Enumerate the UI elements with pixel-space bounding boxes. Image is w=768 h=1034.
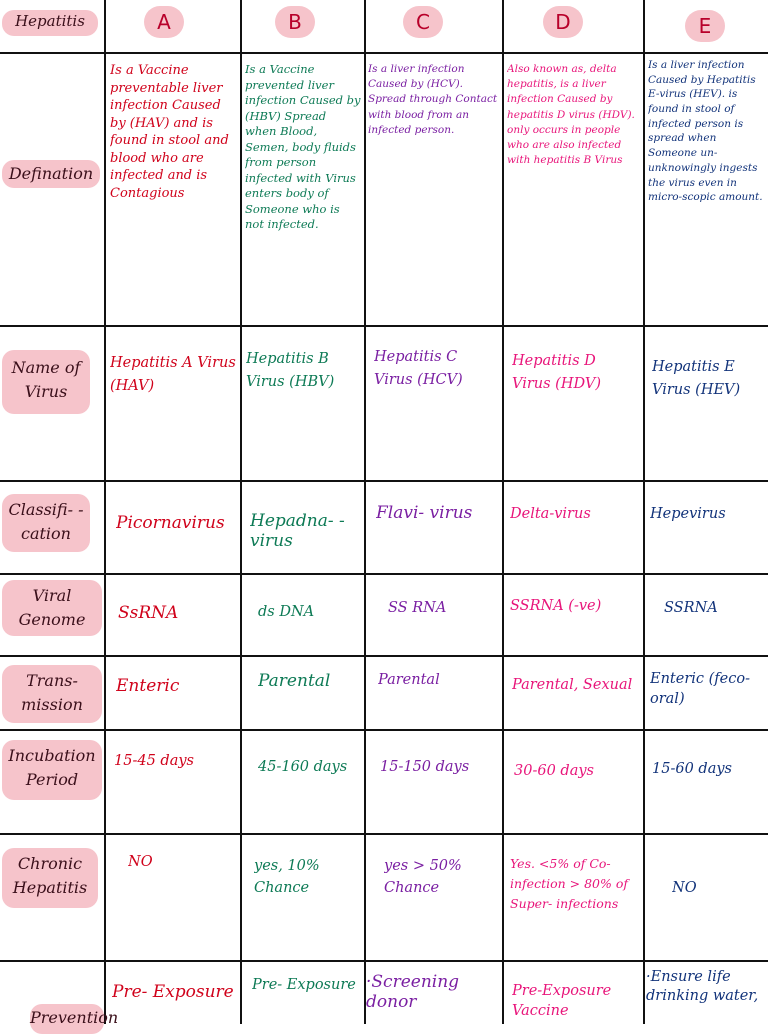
classification-cell-e: Hepevirus [650, 506, 726, 522]
chronic-cell-d: Yes. <5% of Co-infection > 80% of Super-… [510, 856, 628, 911]
column-header-b: B [288, 10, 302, 34]
prevention-cell-e: ·Ensure life drinking water, [646, 969, 759, 1004]
virus-name-cell-e: Hepatitis E Virus (HEV) [652, 359, 741, 399]
row-label-definition: Defination [8, 164, 94, 183]
transmission-cell-e: Enteric (feco-oral) [650, 671, 750, 707]
transmission-cell-a: Enteric [116, 677, 180, 696]
grid-line [0, 833, 768, 835]
genome-cell-b: ds DNA [258, 604, 315, 620]
grid-line [0, 52, 768, 54]
column-header-d: D [555, 10, 571, 34]
grid-line [0, 480, 768, 482]
incubation-cell-a: 15-45 days [114, 753, 194, 769]
definition-cell-b: Is a Vaccine prevented liver infection C… [245, 62, 361, 232]
incubation-cell-c: 15-150 days [380, 759, 470, 775]
header-highlight [403, 6, 443, 38]
grid-line [0, 325, 768, 327]
prevention-cell-c: ·Screening donor [366, 972, 460, 1013]
grid-line [0, 729, 768, 731]
row-label-highlight [2, 494, 90, 552]
row-label-transmission: Trans- mission [21, 671, 83, 714]
column-header-e: E [698, 14, 712, 38]
row-label-classification: Classifi- -cation [8, 500, 84, 543]
header-highlight [685, 10, 725, 42]
genome-cell-e: SSRNA [664, 600, 718, 616]
virus-name-cell-d: Hepatitis D Virus (HDV) [512, 353, 601, 393]
column-header-c: C [416, 10, 430, 34]
row-label-genome: Viral Genome [18, 586, 86, 629]
prevention-cell-d: Pre-Exposure Vaccine [512, 983, 612, 1019]
virus-name-cell-b: Hepatitis B Virus (HBV) [246, 351, 335, 391]
definition-cell-a: Is a Vaccine preventable liver infection… [110, 63, 229, 201]
definition-cell-d: Also known as, delta hepatitis, is a liv… [507, 63, 635, 167]
transmission-cell-c: Parental [378, 672, 440, 688]
header-highlight [144, 6, 184, 38]
grid-line [364, 0, 366, 1024]
grid-line [104, 0, 106, 1024]
classification-cell-d: Delta-virus [510, 506, 591, 522]
row-label-highlight [2, 665, 102, 723]
virus-name-cell-c: Hepatitis C Virus (HCV) [374, 349, 463, 389]
row-label-highlight [2, 350, 90, 414]
transmission-cell-d: Parental, Sexual [512, 677, 633, 693]
grid-line [0, 960, 768, 962]
row-label-highlight [2, 848, 98, 908]
definition-cell-c: Is a liver infection Caused by (HCV). Sp… [368, 63, 498, 136]
grid-line [240, 0, 242, 1024]
incubation-cell-b: 45-160 days [258, 759, 348, 775]
prevention-cell-a: Pre- Exposure [112, 982, 234, 1002]
grid-line [0, 655, 768, 657]
virus-name-cell-a: Hepatitis A Virus (HAV) [110, 355, 236, 395]
row-label-highlight [2, 740, 102, 800]
header-highlight [2, 10, 98, 36]
incubation-cell-d: 30-60 days [514, 763, 594, 779]
genome-cell-d: SSRNA (-ve) [510, 598, 602, 614]
chronic-cell-b: yes, 10% Chance [254, 858, 320, 896]
header-corner-label: Hepatitis [15, 12, 85, 30]
genome-cell-a: SsRNA [118, 604, 179, 623]
row-label-chronic: Chronic Hepatitis [12, 854, 88, 897]
genome-cell-c: SS RNA [388, 600, 447, 616]
incubation-cell-e: 15-60 days [652, 761, 732, 777]
row-label-virus-name: Name of Virus [11, 358, 81, 401]
header-highlight [543, 6, 583, 38]
classification-cell-c: Flavi- virus [376, 504, 473, 523]
transmission-cell-b: Parental [258, 672, 331, 691]
chronic-cell-e: NO [672, 880, 697, 896]
chronic-cell-c: yes > 50% Chance [384, 858, 462, 896]
row-label-incubation: Incubation Period [8, 746, 96, 789]
column-header-a: A [157, 10, 171, 34]
classification-cell-a: Picornavirus [116, 514, 225, 533]
chronic-cell-a: NO [128, 854, 153, 870]
definition-cell-e: Is a liver infection Caused by Hepatitis… [648, 59, 763, 204]
grid-line [502, 0, 504, 1024]
row-label-highlight [2, 160, 100, 188]
header-highlight [275, 6, 315, 38]
classification-cell-b: Hepadna- -virus [250, 512, 345, 551]
grid-line [0, 573, 768, 575]
prevention-cell-b: Pre- Exposure [252, 977, 356, 993]
row-label-highlight [2, 580, 102, 636]
row-label-prevention: Prevention [30, 1008, 119, 1027]
grid-line [643, 0, 645, 1024]
